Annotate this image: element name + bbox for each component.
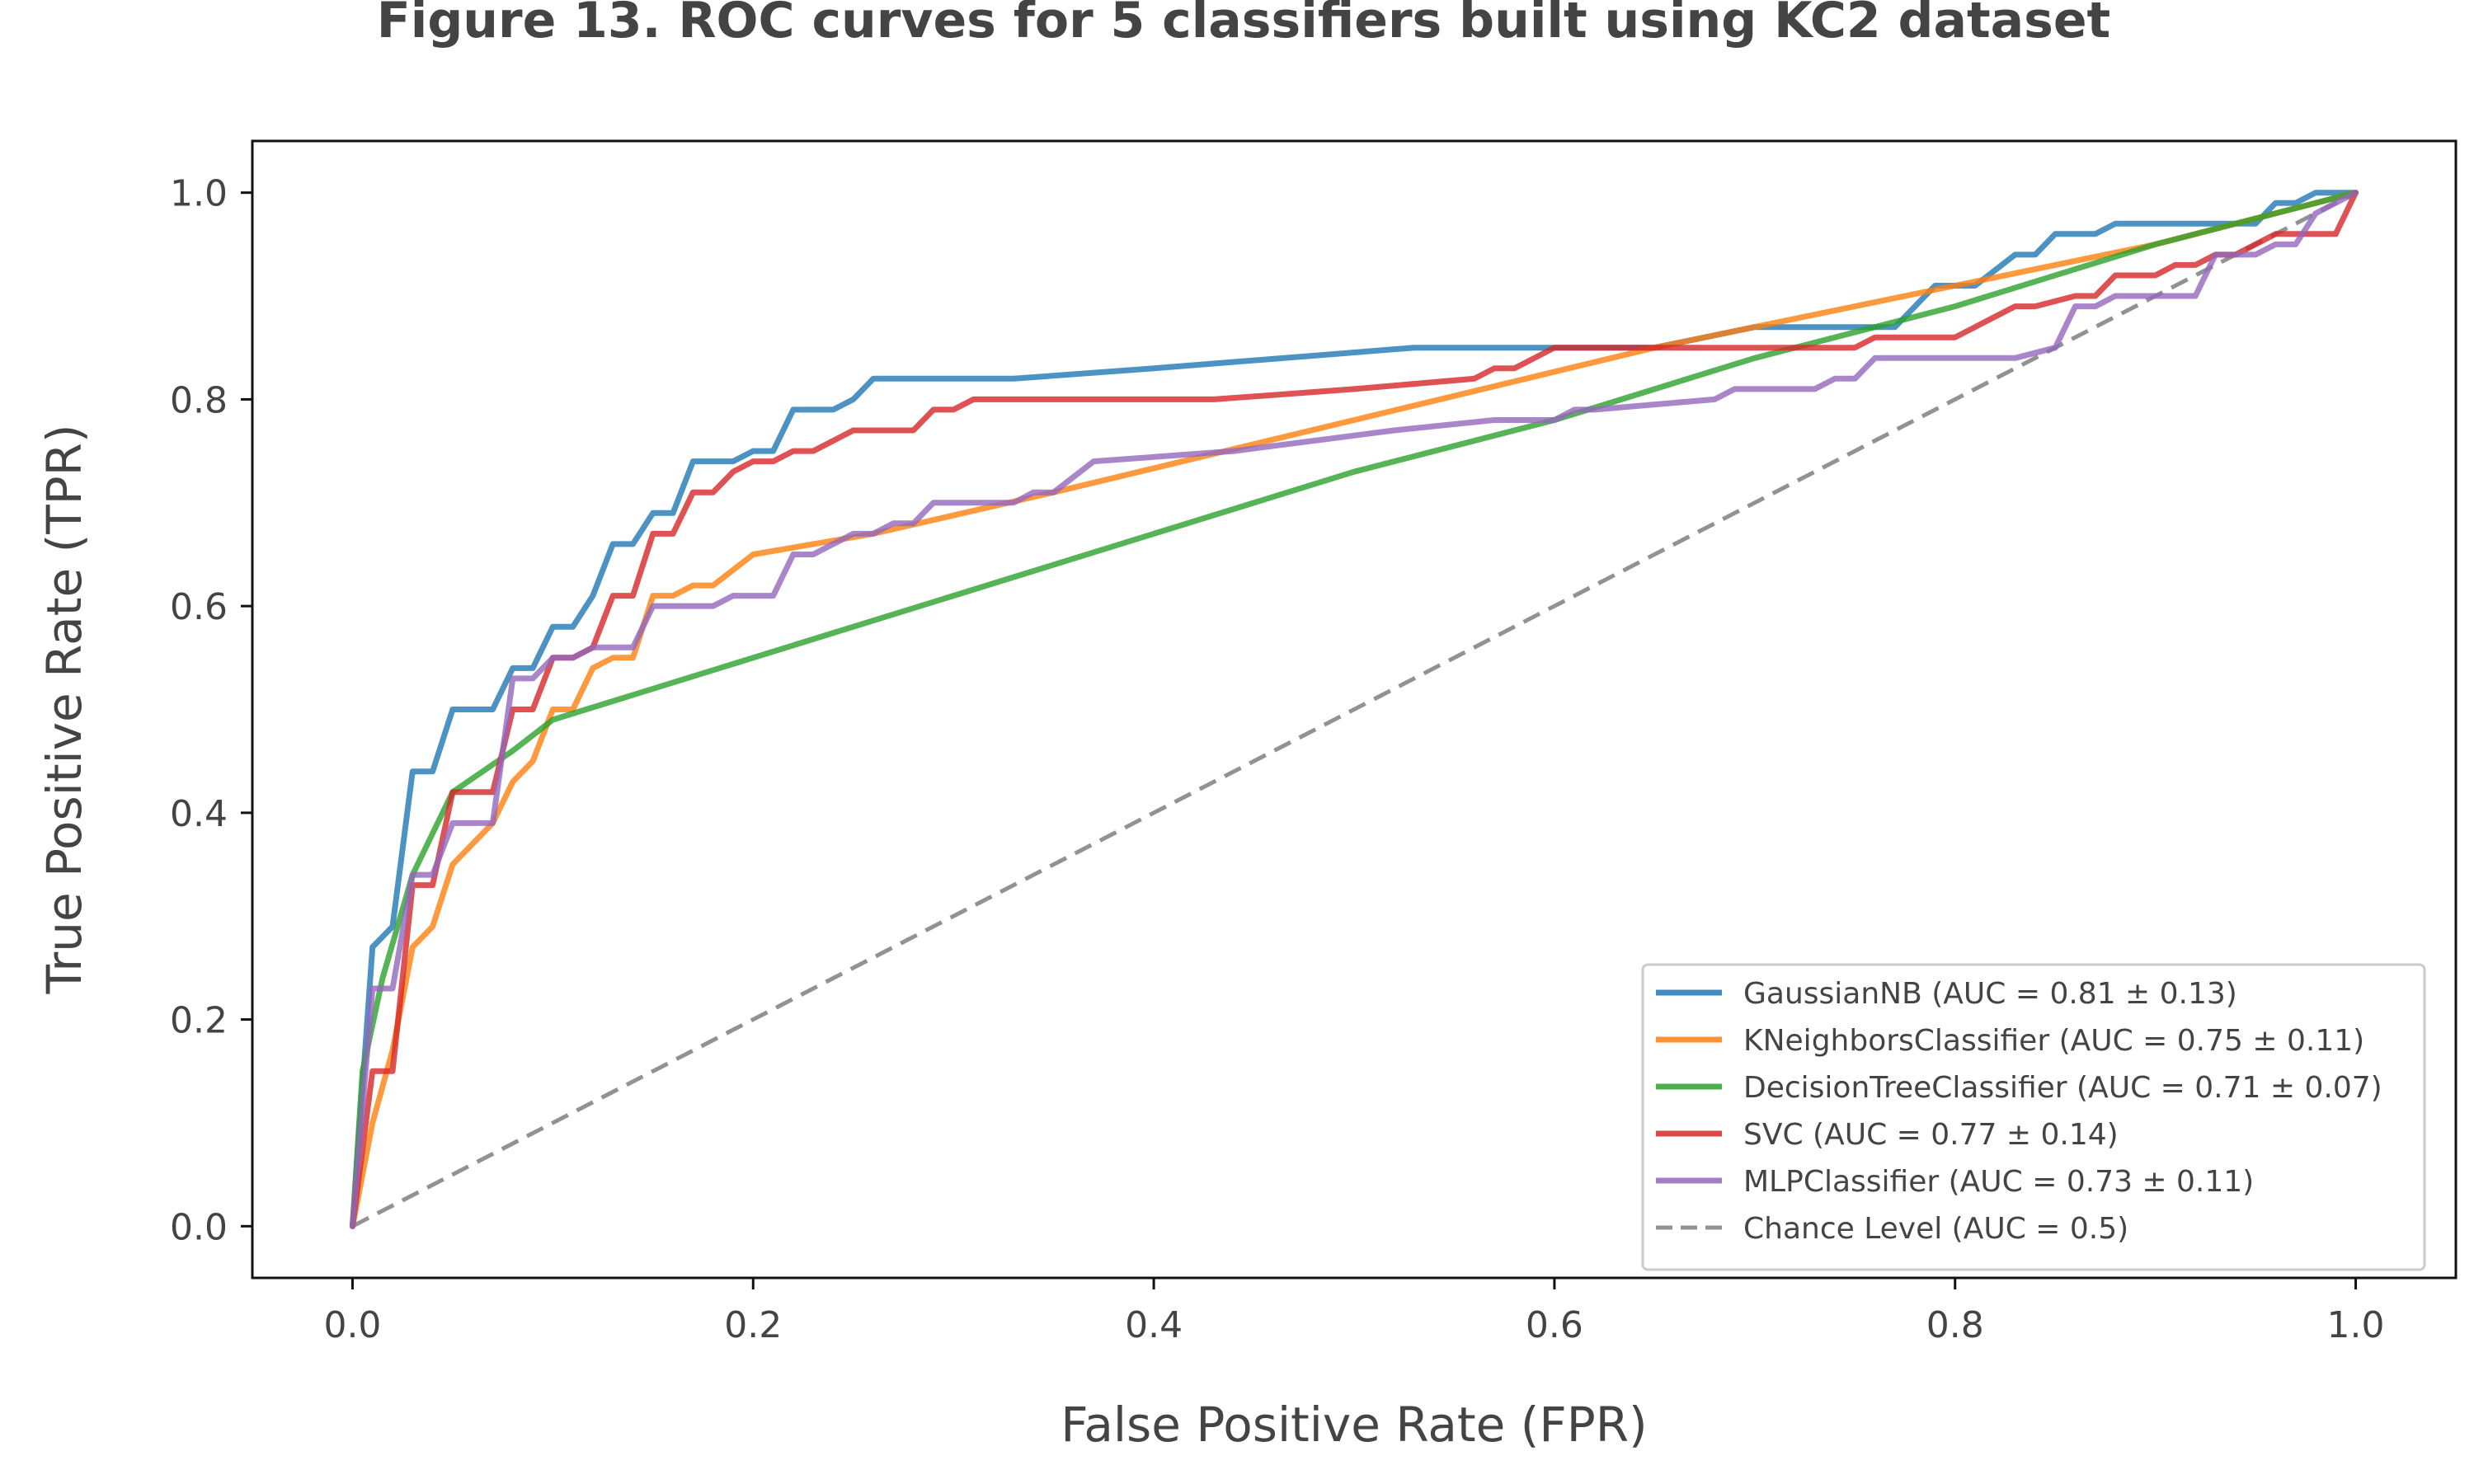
x-tick-label: 0.0 xyxy=(323,1304,381,1346)
x-tick-label: 0.6 xyxy=(1526,1304,1583,1346)
series-line-1 xyxy=(350,190,2359,1229)
legend-box xyxy=(1641,963,2426,1271)
series-line-5 xyxy=(351,190,2357,1228)
y-axis-label: True Positive Rate (TPR) xyxy=(36,424,92,994)
y-axis: 0.0 0.2 0.4 0.6 0.8 1.0 xyxy=(170,173,252,1248)
x-tick-label: 0.4 xyxy=(1125,1304,1183,1346)
legend-label: Chance Level (AUC = 0.5) xyxy=(1743,1212,2128,1246)
x-axis-label: False Positive Rate (FPR) xyxy=(1061,1397,1647,1453)
series-line-4 xyxy=(350,190,2359,1229)
legend: GaussianNB (AUC = 0.81 ± 0.13) KNeighbors… xyxy=(1641,963,2426,1271)
x-tick-label: 1.0 xyxy=(2327,1304,2385,1346)
y-tick-label: 0.2 xyxy=(170,1000,228,1042)
series-line-2 xyxy=(350,190,2359,1229)
x-tick-label: 0.2 xyxy=(724,1304,782,1346)
legend-label: KNeighborsClassifier (AUC = 0.75 ± 0.11) xyxy=(1743,1024,2364,1058)
y-tick-label: 0.8 xyxy=(170,379,228,421)
legend-label: GaussianNB (AUC = 0.81 ± 0.13) xyxy=(1743,977,2237,1011)
x-tick-label: 0.8 xyxy=(1926,1304,1984,1346)
plot-frame xyxy=(251,139,2458,1280)
series-line-0 xyxy=(350,190,2359,1229)
y-tick-label: 0.0 xyxy=(170,1206,228,1248)
legend-label: MLPClassifier (AUC = 0.73 ± 0.11) xyxy=(1743,1165,2254,1199)
y-tick-label: 0.6 xyxy=(170,586,228,628)
y-tick-label: 1.0 xyxy=(170,173,228,215)
x-axis: 0.0 0.2 0.4 0.6 0.8 1.0 xyxy=(323,1278,2385,1346)
legend-label: DecisionTreeClassifier (AUC = 0.71 ± 0.0… xyxy=(1743,1071,2382,1105)
y-tick-label: 0.4 xyxy=(170,793,228,835)
plot-area xyxy=(350,190,2359,1229)
chart-title: Figure 13. ROC curves for 5 classifiers … xyxy=(377,0,2110,49)
legend-label: SVC (AUC = 0.77 ± 0.14) xyxy=(1743,1118,2119,1152)
